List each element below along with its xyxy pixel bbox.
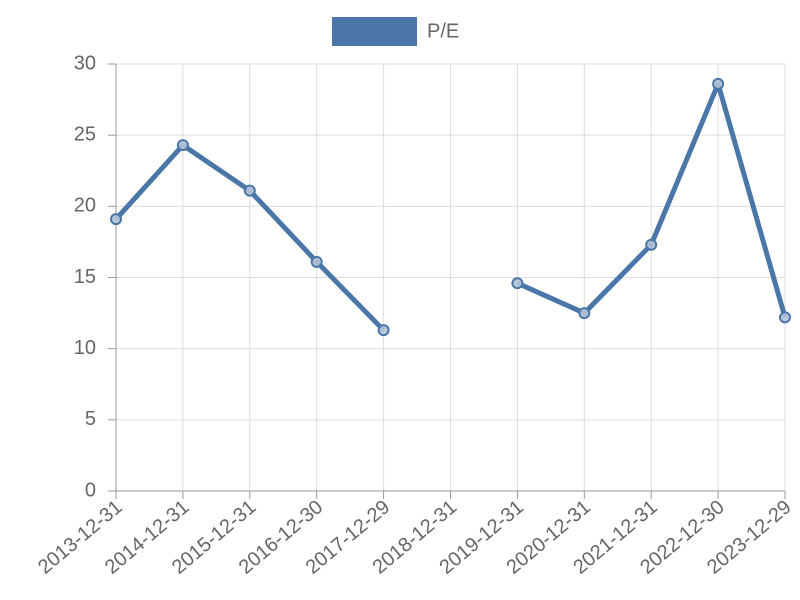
y-tick-label: 20 xyxy=(74,195,96,217)
data-point xyxy=(779,311,791,324)
data-point xyxy=(377,324,390,337)
data-point xyxy=(110,213,122,226)
data-point xyxy=(176,139,189,152)
y-tick-label: 15 xyxy=(74,266,96,288)
data-point xyxy=(310,255,323,268)
data-point xyxy=(511,277,524,290)
y-tick-label: 25 xyxy=(74,123,96,145)
data-point xyxy=(243,184,256,197)
legend-swatch xyxy=(332,17,417,46)
data-point xyxy=(578,307,591,320)
y-tick-label: 10 xyxy=(74,337,96,359)
y-tick-label: 0 xyxy=(85,479,96,501)
data-point xyxy=(645,238,658,251)
data-point xyxy=(712,77,725,90)
y-tick-label: 30 xyxy=(74,52,96,74)
y-tick-label: 5 xyxy=(85,408,96,430)
legend-label: P/E xyxy=(427,20,459,42)
